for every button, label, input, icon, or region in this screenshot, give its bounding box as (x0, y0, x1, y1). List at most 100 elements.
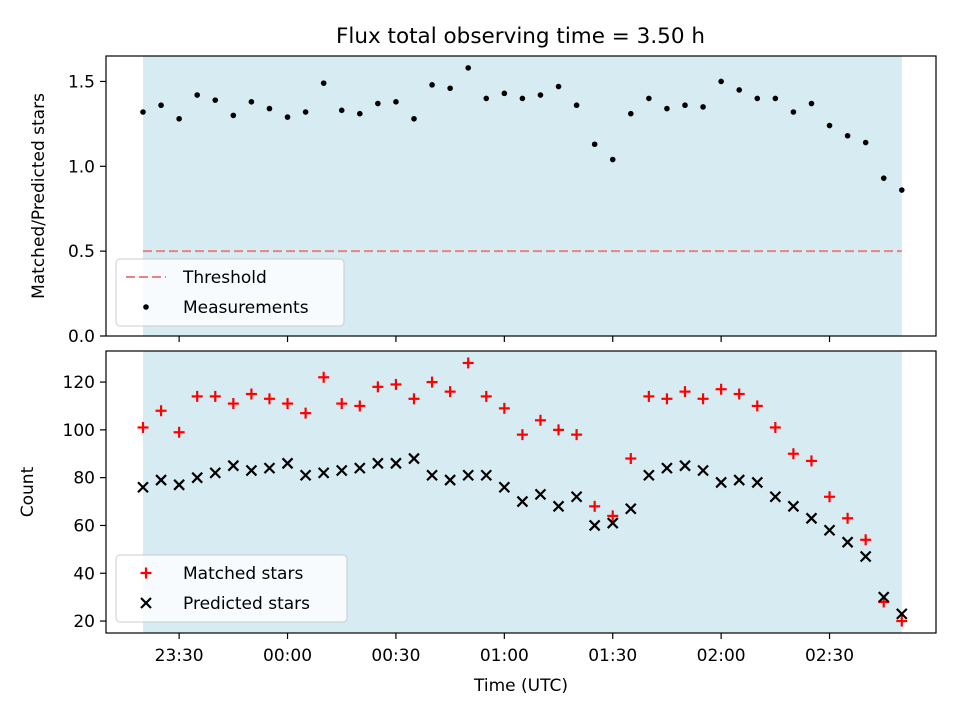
matched-star-point (805, 455, 817, 467)
measurement-point (519, 95, 526, 102)
legend-predicted-label: Predicted stars (183, 594, 310, 614)
matched-star-point (137, 421, 149, 433)
top-y-axis-label: Matched/Predicted stars (29, 93, 49, 299)
matched-star-point (534, 414, 546, 426)
matched-star-point (480, 390, 492, 402)
top-x-ticks (178, 336, 831, 342)
count-points (137, 357, 908, 627)
y-tick-label: 100 (63, 421, 95, 441)
legend-measurement-swatch (143, 304, 149, 310)
matched-star-point (697, 393, 709, 405)
top-y-ticks: 0.0 0.5 1.0 1.5 (68, 72, 106, 347)
matched-star-point (607, 510, 619, 522)
matched-star-point (787, 448, 799, 460)
predicted-star-point (137, 481, 149, 493)
predicted-star-point (625, 502, 637, 515)
bottom-x-ticks: 23:30 00:00 00:30 01:00 01:30 02:00 02:30 (155, 633, 854, 666)
matched-star-point (390, 378, 402, 390)
predicted-star-point (733, 474, 745, 486)
measurement-point (465, 65, 472, 71)
measurement-point (718, 78, 724, 85)
predicted-star-point (570, 491, 583, 503)
x-tick-label: 00:30 (371, 646, 420, 666)
predicted-star-point (480, 469, 493, 482)
measurement-point (790, 109, 797, 115)
predicted-star-point (444, 474, 456, 486)
predicted-star-point (787, 500, 800, 513)
measurement-point (826, 122, 833, 129)
predicted-star-point (335, 464, 348, 477)
x-tick-label: 01:00 (480, 646, 529, 666)
predicted-star-point (191, 471, 203, 484)
measurement-point (230, 112, 237, 119)
matched-star-point (372, 381, 384, 393)
chart-title: Flux total observing time = 3.50 h (336, 24, 705, 49)
matched-star-point (842, 512, 854, 524)
measurement-point (880, 175, 887, 181)
x-tick-label: 02:30 (805, 646, 854, 666)
matched-star-point (769, 421, 781, 433)
predicted-star-point (354, 462, 366, 474)
matched-star-point (516, 429, 528, 441)
top-legend: Threshold Measurements (115, 258, 345, 327)
bottom-panel: 20 40 60 80 100 120 23:30 00:00 00:30 01:00 01:30… (18, 350, 937, 696)
matched-star-point (860, 534, 872, 546)
measurement-point (772, 95, 779, 102)
measurement-point (393, 99, 399, 105)
measurement-point (646, 95, 652, 102)
predicted-star-point (209, 467, 222, 479)
measurement-point (501, 90, 508, 97)
matched-star-point (643, 390, 655, 402)
predicted-star-point (534, 488, 547, 501)
top-axes-frame (105, 55, 937, 337)
measurement-point (899, 187, 905, 193)
measurement-point (266, 105, 273, 112)
measurement-point (158, 102, 164, 109)
y-tick-label: 20 (73, 612, 95, 632)
matched-star-point (336, 398, 348, 410)
measurement-point (754, 95, 761, 102)
matched-star-point (625, 453, 637, 465)
measurement-point (537, 92, 544, 98)
matched-star-point (589, 500, 601, 512)
predicted-star-point (715, 476, 727, 489)
measurement-point (808, 100, 815, 107)
matched-star-point (227, 398, 239, 410)
predicted-star-point (317, 467, 330, 479)
measurement-point (628, 110, 634, 117)
predicted-star-point (679, 459, 691, 472)
measurement-point (844, 132, 851, 139)
predicted-star-point (299, 469, 312, 482)
measurement-point (573, 102, 580, 109)
predicted-star-point (769, 491, 782, 503)
legend-threshold-label: Threshold (182, 268, 267, 288)
bottom-y-axis-label: Count (18, 466, 38, 517)
matched-star-point (209, 390, 221, 402)
y-tick-label: 1.5 (68, 72, 95, 92)
x-tick-label: 02:00 (697, 646, 746, 666)
matched-star-point (408, 393, 420, 405)
measurement-point (194, 92, 200, 98)
matched-star-point (318, 371, 330, 383)
measurement-point (555, 83, 562, 90)
measurement-point (320, 80, 327, 86)
predicted-star-point (173, 479, 185, 491)
predicted-star-point (372, 457, 384, 470)
measurement-point (447, 85, 453, 92)
measurement-point (682, 102, 688, 109)
measurement-point (375, 100, 381, 107)
legend-measurement-label: Measurements (183, 298, 309, 318)
matched-star-point (751, 400, 763, 412)
predicted-star-point (408, 452, 420, 465)
predicted-star-point (390, 457, 402, 470)
predicted-star-point (877, 591, 890, 603)
matched-star-point (661, 393, 673, 405)
x-tick-label: 01:30 (588, 646, 637, 666)
measurement-point (736, 87, 742, 93)
predicted-star-point (805, 512, 818, 525)
matched-star-point (282, 398, 294, 410)
y-tick-label: 80 (73, 469, 95, 489)
matched-star-point (462, 357, 474, 369)
